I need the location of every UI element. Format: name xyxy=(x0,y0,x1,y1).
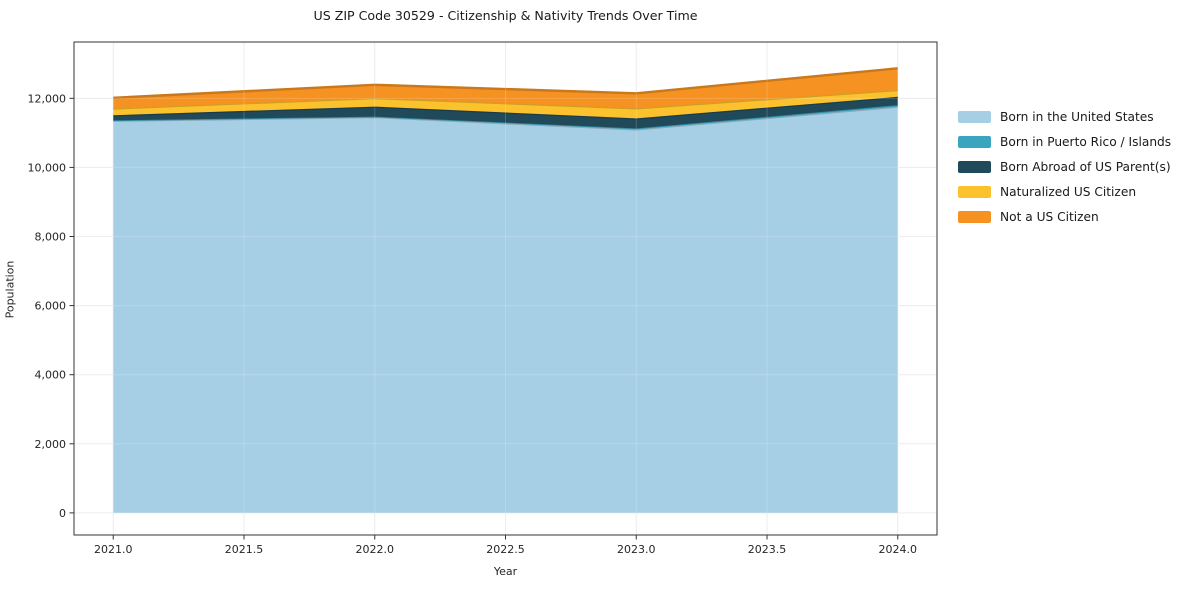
legend-item-label: Born Abroad of US Parent(s) xyxy=(1000,160,1171,174)
stacked-areas xyxy=(113,67,898,513)
legend: Born in the United States Born in Puerto … xyxy=(958,110,1171,224)
y-tick-label: 8,000 xyxy=(35,231,67,244)
area-edge-4 xyxy=(113,67,898,99)
gridlines-overlay xyxy=(74,42,937,535)
legend-item-label: Naturalized US Citizen xyxy=(1000,185,1137,199)
legend-item-2: Born Abroad of US Parent(s) xyxy=(958,160,1171,174)
legend-swatch-icon xyxy=(958,136,991,148)
y-axis-title: Population xyxy=(3,260,17,319)
x-tick-label: 2021.0 xyxy=(94,543,133,556)
legend-item-label: Born in the United States xyxy=(1000,110,1154,124)
area-series-4 xyxy=(113,68,898,109)
x-axis: 2021.0 2021.5 2022.0 2022.5 2023.0 2023.5 2024… xyxy=(94,535,917,556)
x-axis-title: Year xyxy=(493,565,518,578)
legend-item-0: Born in the United States xyxy=(958,110,1171,124)
legend-swatch-icon xyxy=(958,186,991,198)
legend-swatch-icon xyxy=(958,161,991,173)
area-series-0 xyxy=(113,106,898,513)
y-tick-label: 12,000 xyxy=(28,92,67,105)
x-tick-label: 2022.0 xyxy=(355,543,394,556)
x-tick-label: 2024.0 xyxy=(879,543,918,556)
chart-title: US ZIP Code 30529 - Citizenship & Nativi… xyxy=(313,8,698,23)
y-tick-label: 10,000 xyxy=(28,161,67,174)
y-tick-label: 0 xyxy=(59,507,66,520)
legend-item-1: Born in Puerto Rico / Islands xyxy=(958,135,1171,149)
x-tick-label: 2023.0 xyxy=(617,543,656,556)
legend-swatch-icon xyxy=(958,111,991,123)
legend-item-4: Not a US Citizen xyxy=(958,210,1171,224)
legend-swatch-icon xyxy=(958,211,991,223)
x-tick-label: 2021.5 xyxy=(225,543,264,556)
y-tick-label: 2,000 xyxy=(35,438,67,451)
legend-item-3: Naturalized US Citizen xyxy=(958,185,1171,199)
x-tick-label: 2023.5 xyxy=(748,543,787,556)
legend-item-label: Not a US Citizen xyxy=(1000,210,1099,224)
y-axis: 0 2,000 4,000 6,000 8,000 10,000 12,000 xyxy=(28,92,74,520)
y-tick-label: 4,000 xyxy=(35,369,67,382)
y-tick-label: 6,000 xyxy=(35,300,67,313)
x-tick-label: 2022.5 xyxy=(486,543,525,556)
legend-item-label: Born in Puerto Rico / Islands xyxy=(1000,135,1172,149)
